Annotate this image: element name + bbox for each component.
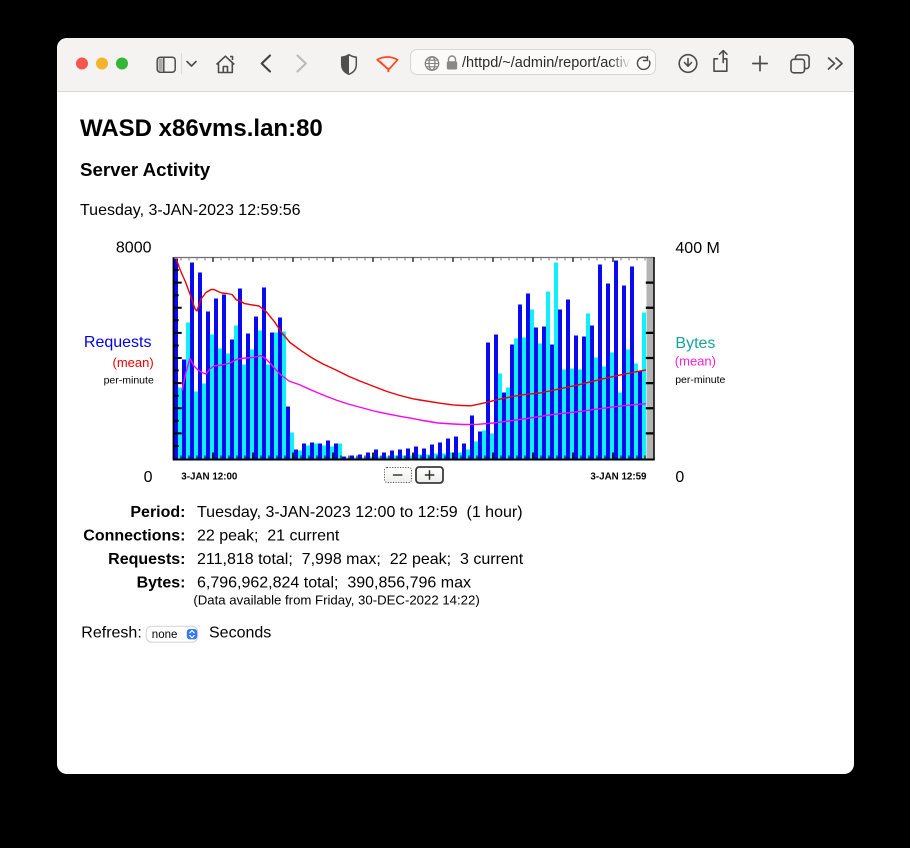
svg-text:0: 0 bbox=[675, 469, 684, 486]
svg-text:Seconds: Seconds bbox=[209, 625, 271, 642]
svg-text:Requests:: Requests: bbox=[108, 551, 185, 568]
svg-text:per-minute: per-minute bbox=[104, 374, 154, 386]
svg-text:per-minute: per-minute bbox=[675, 374, 725, 386]
svg-text:0: 0 bbox=[144, 469, 153, 486]
svg-text:8000: 8000 bbox=[116, 239, 152, 256]
svg-text:(mean): (mean) bbox=[113, 355, 154, 370]
svg-text:Tuesday, 3-JAN-2023 12:00 to 1: Tuesday, 3-JAN-2023 12:00 to 12:59 (1 ho… bbox=[197, 504, 523, 521]
svg-text:211,818 total; 7,998 max; 22: 211,818 total; 7,998 max; 22 peak; 3 cur… bbox=[197, 551, 524, 568]
svg-text:WASD x86vms.lan:80: WASD x86vms.lan:80 bbox=[80, 115, 323, 142]
svg-text:none: none bbox=[152, 629, 178, 641]
svg-text:(mean): (mean) bbox=[675, 353, 716, 368]
svg-text:Bytes:: Bytes: bbox=[137, 574, 186, 591]
svg-text:6,796,962,824 total; 390,856,: 6,796,962,824 total; 390,856,796 max bbox=[197, 574, 471, 591]
svg-text:400 M: 400 M bbox=[675, 240, 719, 257]
svg-text:Requests: Requests bbox=[84, 334, 152, 351]
svg-text:3-JAN 12:59: 3-JAN 12:59 bbox=[590, 472, 647, 483]
svg-text:3-JAN 12:00: 3-JAN 12:00 bbox=[181, 472, 238, 483]
svg-text:Tuesday, 3-JAN-2023 12:59:56: Tuesday, 3-JAN-2023 12:59:56 bbox=[80, 202, 301, 219]
svg-text:22 peak; 21 current: 22 peak; 21 current bbox=[197, 527, 340, 544]
svg-text:Refresh:: Refresh: bbox=[81, 625, 141, 642]
svg-text:Connections:: Connections: bbox=[83, 527, 185, 544]
svg-text:Server Activity: Server Activity bbox=[80, 159, 211, 180]
svg-text:Period:: Period: bbox=[130, 504, 185, 521]
svg-text:(Data available from Friday, 3: (Data available from Friday, 30-DEC-2022… bbox=[193, 593, 479, 608]
svg-text:Bytes: Bytes bbox=[675, 335, 715, 352]
